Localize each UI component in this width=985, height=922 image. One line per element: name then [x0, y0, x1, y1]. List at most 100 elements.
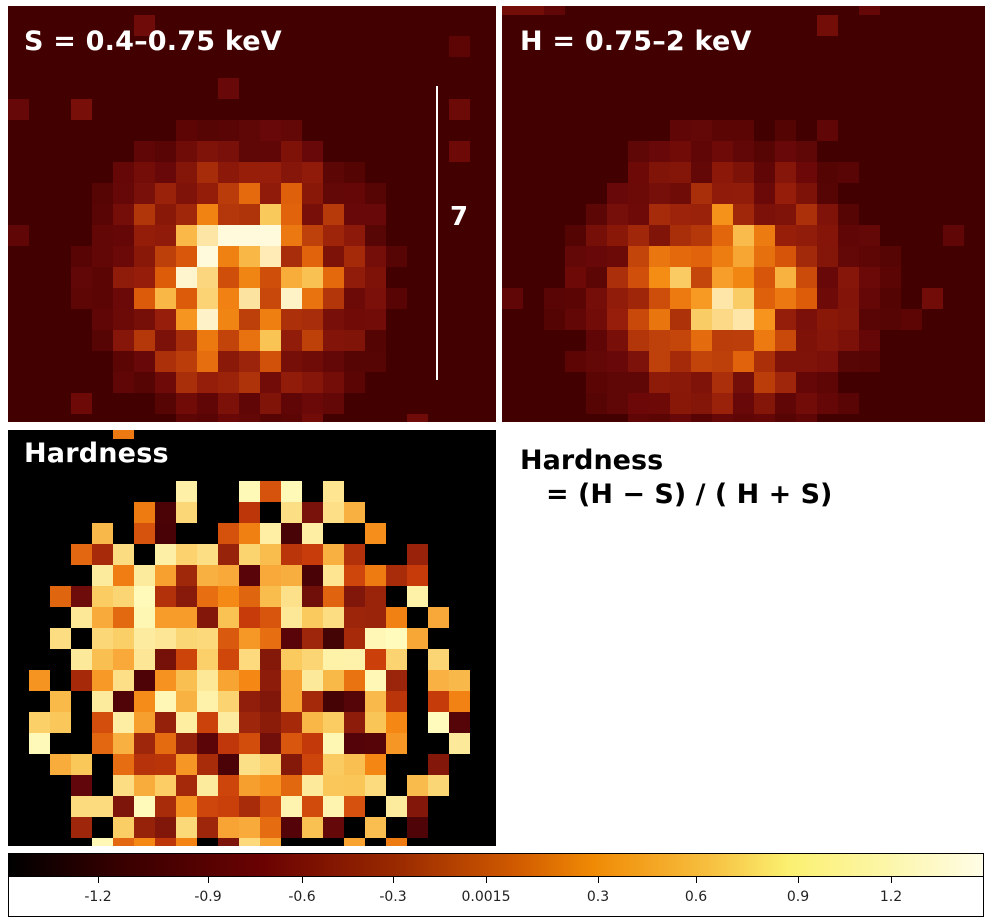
image-pixel	[71, 796, 92, 817]
image-pixel	[775, 414, 796, 422]
image-pixel	[155, 670, 176, 691]
image-pixel	[607, 267, 628, 288]
image-pixel	[712, 225, 733, 246]
image-pixel	[239, 670, 260, 691]
image-pixel	[796, 183, 817, 204]
image-pixel	[344, 775, 365, 796]
image-pixel	[428, 754, 449, 775]
image-pixel	[176, 204, 197, 225]
image-pixel	[92, 288, 113, 309]
image-pixel	[386, 670, 407, 691]
image-pixel	[239, 162, 260, 183]
image-pixel	[218, 141, 239, 162]
image-pixel	[113, 712, 134, 733]
image-pixel	[775, 351, 796, 372]
image-pixel	[733, 288, 754, 309]
formula-expression: = (H − S) / ( H + S)	[546, 479, 833, 510]
image-pixel	[691, 330, 712, 351]
image-pixel	[29, 712, 50, 733]
image-pixel	[323, 267, 344, 288]
image-pixel	[754, 288, 775, 309]
image-pixel	[817, 204, 838, 225]
image-pixel	[155, 838, 176, 846]
image-pixel	[92, 225, 113, 246]
image-pixel	[197, 565, 218, 586]
image-pixel	[796, 372, 817, 393]
image-pixel	[218, 246, 239, 267]
image-pixel	[302, 754, 323, 775]
image-pixel	[134, 565, 155, 586]
image-pixel	[302, 204, 323, 225]
image-pixel	[134, 372, 155, 393]
image-pixel	[176, 649, 197, 670]
image-pixel	[670, 225, 691, 246]
image-pixel	[176, 502, 197, 523]
image-pixel	[712, 162, 733, 183]
image-pixel	[218, 586, 239, 607]
image-pixel	[134, 309, 155, 330]
image-pixel	[796, 288, 817, 309]
image-pixel	[113, 565, 134, 586]
image-pixel	[817, 351, 838, 372]
image-pixel	[428, 691, 449, 712]
image-pixel	[859, 309, 880, 330]
image-pixel	[922, 288, 943, 309]
image-pixel	[365, 817, 386, 838]
image-pixel	[670, 393, 691, 414]
image-pixel	[281, 544, 302, 565]
image-pixel	[281, 351, 302, 372]
image-pixel	[71, 99, 92, 120]
image-pixel	[218, 267, 239, 288]
image-pixel	[817, 393, 838, 414]
image-pixel	[281, 309, 302, 330]
image-pixel	[134, 502, 155, 523]
image-pixel	[344, 586, 365, 607]
image-pixel	[281, 204, 302, 225]
image-pixel	[281, 775, 302, 796]
image-pixel	[754, 414, 775, 422]
image-pixel	[92, 309, 113, 330]
image-pixel	[775, 204, 796, 225]
image-pixel	[50, 712, 71, 733]
image-pixel	[134, 246, 155, 267]
image-pixel	[754, 162, 775, 183]
image-pixel	[197, 204, 218, 225]
image-pixel	[281, 481, 302, 502]
image-pixel	[113, 183, 134, 204]
image-pixel	[733, 246, 754, 267]
image-pixel	[176, 544, 197, 565]
image-pixel	[92, 712, 113, 733]
image-pixel	[155, 288, 176, 309]
image-pixel	[365, 775, 386, 796]
image-pixel	[859, 288, 880, 309]
image-pixel	[113, 817, 134, 838]
image-pixel	[218, 330, 239, 351]
image-pixel	[586, 351, 607, 372]
image-pixel	[218, 414, 239, 422]
image-pixel	[586, 246, 607, 267]
colorbar-tick	[302, 877, 303, 883]
image-pixel	[880, 246, 901, 267]
image-pixel	[71, 246, 92, 267]
image-pixel	[302, 691, 323, 712]
image-pixel	[775, 372, 796, 393]
image-pixel	[302, 733, 323, 754]
image-pixel	[260, 120, 281, 141]
image-pixel	[239, 267, 260, 288]
image-pixel	[239, 502, 260, 523]
image-pixel	[281, 649, 302, 670]
image-pixel	[176, 309, 197, 330]
image-pixel	[344, 607, 365, 628]
image-pixel	[943, 225, 964, 246]
image-pixel	[796, 414, 817, 422]
image-pixel	[796, 162, 817, 183]
image-pixel	[670, 372, 691, 393]
image-pixel	[260, 141, 281, 162]
image-pixel	[544, 309, 565, 330]
hard-band-image: H = 0.75–2 keV	[502, 6, 985, 422]
image-pixel	[323, 204, 344, 225]
image-pixel	[323, 712, 344, 733]
image-pixel	[155, 225, 176, 246]
image-pixel	[155, 565, 176, 586]
colorbar-tick	[208, 877, 209, 883]
